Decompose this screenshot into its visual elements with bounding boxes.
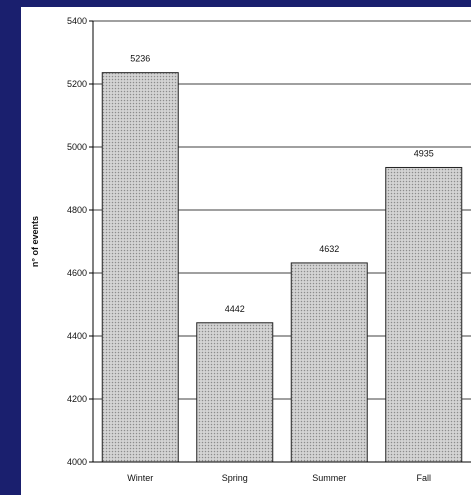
labels: n° of events 4000 4200 4400 4600 4800 5000 520… [30,16,434,483]
y-tick-label: 5000 [67,142,87,152]
y-tick-label: 4000 [67,457,87,467]
y-tick-label: 4800 [67,205,87,215]
bar-summer [290,262,368,463]
category-label-spring: Spring [222,473,248,483]
category-label-summer: Summer [312,473,346,483]
y-tick-label: 4600 [67,268,87,278]
y-axis-label: n° of events [30,216,40,267]
y-tick-label: 4400 [67,331,87,341]
y-tick-label: 5400 [67,16,87,26]
bar-winter [101,72,179,463]
bars [101,72,463,463]
bar-spring [196,322,274,463]
y-tick-label: 4200 [67,394,87,404]
data-label-fall: 4935 [414,148,434,158]
category-label-fall: Fall [416,473,431,483]
axes [89,20,471,463]
data-label-winter: 5236 [130,54,150,64]
data-label-summer: 4632 [319,244,339,254]
bar-fall [385,166,463,463]
category-label-winter: Winter [127,473,153,483]
y-tick-label: 5200 [67,79,87,89]
data-label-spring: 4442 [225,304,245,314]
